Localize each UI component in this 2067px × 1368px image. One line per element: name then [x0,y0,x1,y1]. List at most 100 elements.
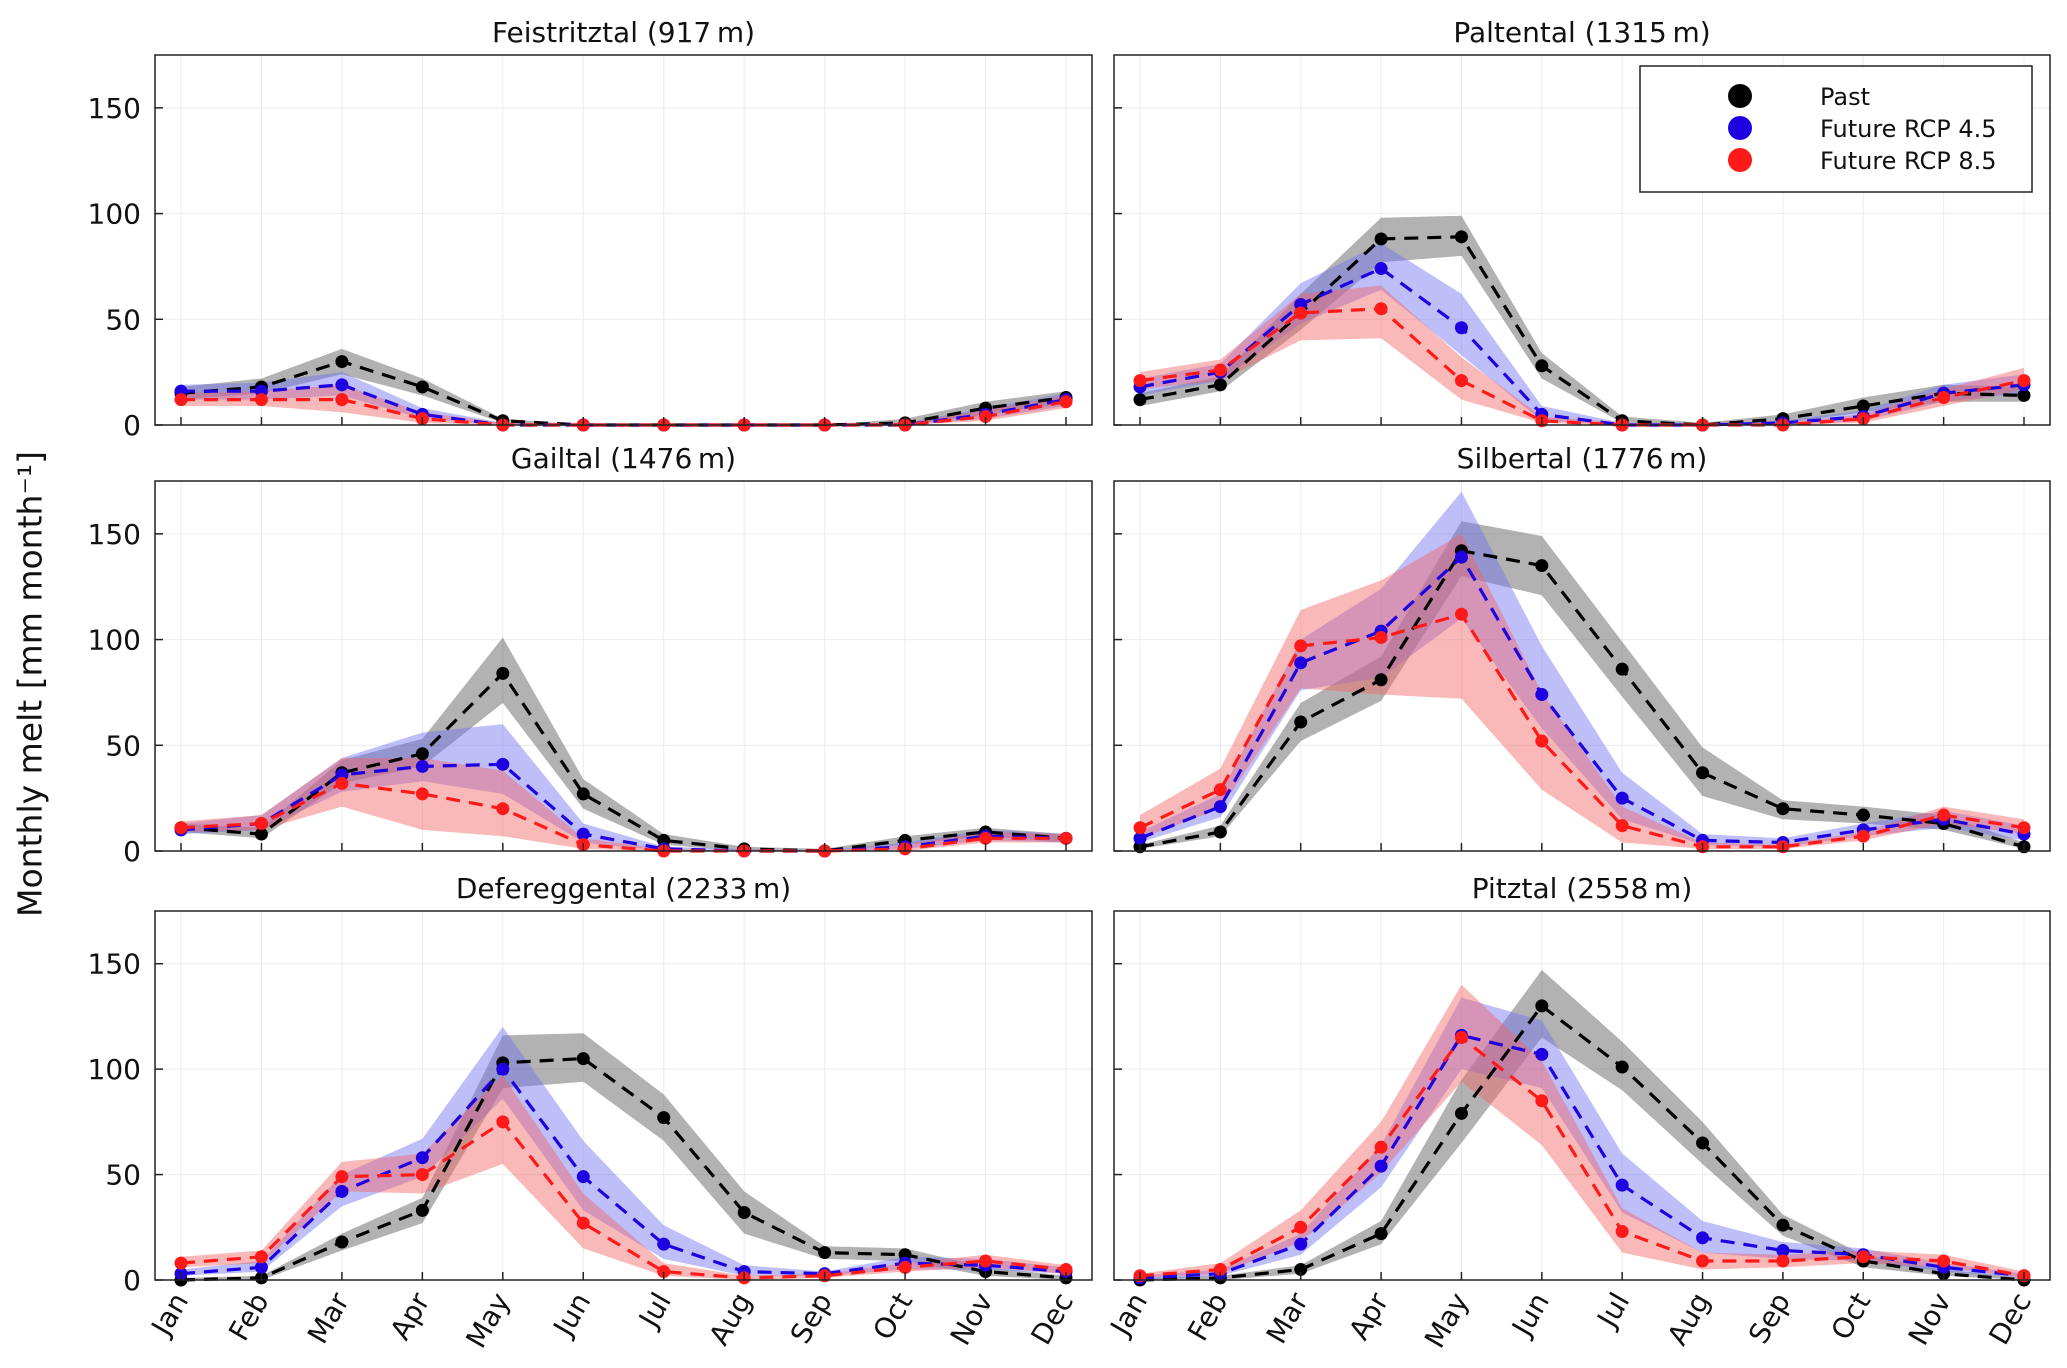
panel-5-point-past [657,1111,671,1125]
panel-2-band-future-rcp-4-5 [1140,243,2024,425]
panel-6-frame [1113,910,2051,1281]
panel-5-xtick-label: Jun [546,1287,597,1343]
panel-5-xtick-label: May [459,1287,517,1354]
panel-3-line-future-rcp-4-5 [180,762,1067,853]
panel-1-band-future-rcp-8-5 [181,384,1066,425]
panel-2-point-future-rcp-8-5 [1213,363,1227,377]
panel-5-xtick-label: Dec [1024,1287,1080,1350]
panel-3-point-future-rcp-4-5 [496,757,510,771]
panel-1-line-past [180,359,1067,427]
panel-4-point-future-rcp-8-5 [1213,783,1227,797]
panel-1-frame [154,54,1093,426]
panel-5-ytick-label: 50 [105,1159,141,1192]
panel-2-title: Paltental (1315 m) [1453,16,1710,49]
panel-4-frame [1113,480,2051,852]
panel-6-line-future-rcp-8-5 [1139,1035,2025,1278]
panel-6-xtick-label: Mar [1260,1287,1315,1350]
panel-4-point-past [1615,662,1629,676]
panel-2-point-past [1454,230,1468,244]
panel-3-ytick-label: 0 [123,835,141,868]
panel-1-point-future-rcp-4-5 [335,378,349,392]
panel-6-point-future-rcp-4-5 [1535,1047,1549,1061]
legend-marker-future-rcp-4-5 [1728,116,1752,140]
panel-4-point-future-rcp-4-5 [1294,656,1308,670]
panel-6-xtick-label: Jul [1590,1287,1636,1335]
panel-6-point-future-rcp-8-5 [1374,1140,1388,1154]
panel-2-point-past [1374,232,1388,246]
panel-2-line-future-rcp-4-5 [1139,266,2025,427]
panel-6-point-future-rcp-4-5 [1696,1231,1710,1245]
panel-3-point-past [496,666,510,680]
panel-2-point-past [2017,388,2031,402]
panel-6-xtick-label: Apr [1342,1287,1395,1346]
panel-5-line-future-rcp-4-5 [180,1066,1067,1276]
panel-3-point-past [576,787,590,801]
panel-3-band-future-rcp-4-5 [181,724,1066,851]
panel-3-point-past [415,747,429,761]
panel-2-point-future-rcp-8-5 [1294,306,1308,320]
panel-4-point-past [1696,766,1710,780]
panel-6-point-future-rcp-8-5 [1937,1254,1951,1268]
panel-5-point-future-rcp-4-5 [335,1184,349,1198]
panel-6-point-future-rcp-8-5 [1535,1094,1549,1108]
panel-3-point-future-rcp-8-5 [415,787,429,801]
panel-3-point-future-rcp-8-5 [979,831,993,845]
panel-5-frame [154,910,1093,1281]
panel-2-frame [1113,54,2051,426]
panel-6-point-future-rcp-8-5 [1696,1254,1710,1268]
panel-2-point-future-rcp-8-5 [1454,374,1468,388]
panel-4-point-future-rcp-8-5 [1374,630,1388,644]
panel-5-title: Defereggental (2233 m) [456,872,791,905]
panel-2-line-future-rcp-8-5 [1139,307,2025,427]
panel-6-point-future-rcp-8-5 [1213,1262,1227,1276]
panel-6-xtick-label: Aug [1661,1287,1717,1351]
panel-4-point-future-rcp-8-5 [1535,734,1549,748]
panel-1-point-future-rcp-8-5 [979,410,993,424]
panel-5-xtick-label: Mar [301,1287,356,1350]
panel-3-ytick-label: 150 [88,518,141,551]
panel-4-line-future-rcp-4-5 [1139,554,2025,845]
panel-5-point-future-rcp-4-5 [576,1170,590,1184]
panel-1-title: Feistritztal (917 m) [492,16,755,49]
panel-5-xtick-label: Jul [631,1287,677,1335]
panel-3-ytick-label: 50 [105,729,141,762]
panel-6-xtick-label: May [1418,1287,1476,1354]
panel-4-title: Silbertal (1776 m) [1457,442,1708,475]
panel-5-point-future-rcp-8-5 [898,1260,912,1274]
panel-6-point-future-rcp-4-5 [1294,1237,1308,1251]
panel-4-point-future-rcp-8-5 [2017,821,2031,835]
legend-label-future-rcp-8-5: Future RCP 8.5 [1820,147,1997,175]
panel-3-point-future-rcp-8-5 [174,821,188,835]
panel-6-point-past [1776,1218,1790,1232]
panel-5-point-future-rcp-4-5 [496,1062,510,1076]
legend-marker-future-rcp-8-5 [1728,148,1752,172]
panel-3-line-future-rcp-8-5 [180,781,1066,853]
panel-6-point-past [1535,999,1549,1013]
panel-1-point-future-rcp-8-5 [254,393,268,407]
panel-2-point-future-rcp-4-5 [1374,262,1388,276]
panel-6-xtick-label: Sep [1742,1287,1797,1349]
panel-3-point-future-rcp-4-5 [415,759,429,773]
panel-5-point-future-rcp-8-5 [657,1265,671,1279]
panel-3-frame [154,480,1093,852]
panel-4-point-future-rcp-4-5 [1535,688,1549,702]
panel-2-band-past [1140,215,2024,425]
panel-2-point-future-rcp-8-5 [2017,374,2031,388]
panel-6-title: Pitztal (2558 m) [1472,872,1693,905]
legend-label-future-rcp-4-5: Future RCP 4.5 [1820,115,1997,143]
panel-6-point-past [1615,1060,1629,1074]
panel-6-point-future-rcp-8-5 [1454,1031,1468,1045]
panel-6-point-future-rcp-8-5 [1776,1254,1790,1268]
panel-5-point-past [415,1203,429,1217]
panel-5-point-past [335,1235,349,1249]
panel-5-point-future-rcp-8-5 [254,1250,268,1264]
panel-4-point-future-rcp-8-5 [1856,829,1870,843]
panel-4-line-future-rcp-8-5 [1139,612,2025,849]
panel-5-point-future-rcp-8-5 [415,1168,429,1182]
panel-1-point-past [335,355,349,369]
panel-3-point-future-rcp-8-5 [335,776,349,790]
panel-4-point-future-rcp-4-5 [1213,800,1227,814]
panel-5-point-future-rcp-8-5 [576,1216,590,1230]
panel-4-point-future-rcp-8-5 [1615,819,1629,833]
panel-2-point-past [1213,378,1227,392]
